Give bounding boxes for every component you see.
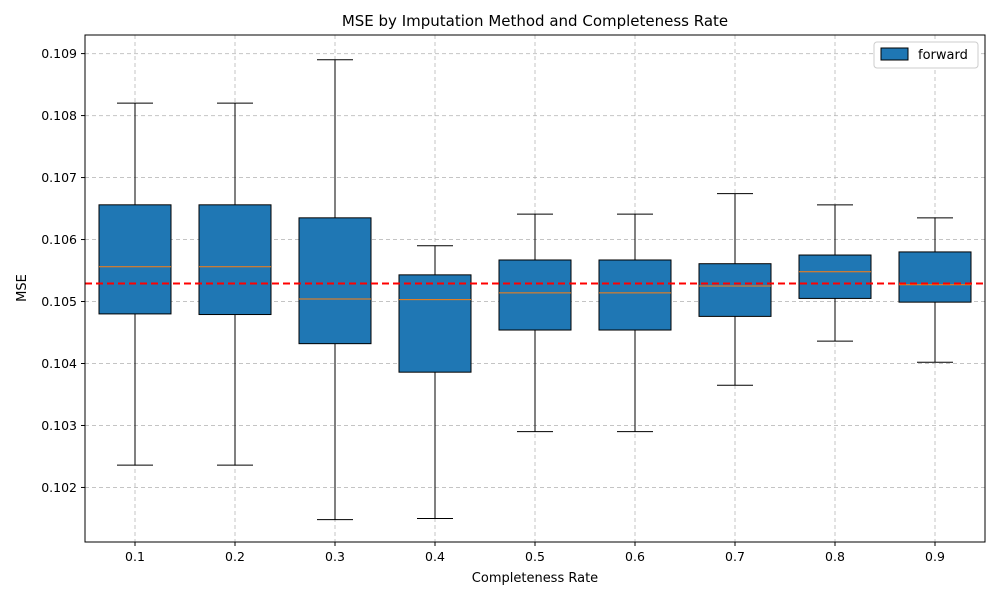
- y-tick-label: 0.103: [41, 418, 77, 433]
- box-body: [698, 263, 772, 317]
- box-body: [398, 274, 472, 373]
- y-tick-label: 0.106: [41, 232, 77, 247]
- chart-title: MSE by Imputation Method and Completenes…: [342, 12, 728, 30]
- box-body: [598, 259, 672, 331]
- box-group: [598, 213, 672, 433]
- box-group: [798, 204, 872, 342]
- x-tick-label: 0.6: [625, 549, 645, 564]
- y-tick-label: 0.104: [41, 356, 77, 371]
- box-body: [498, 259, 572, 331]
- box-body: [198, 204, 272, 316]
- box-group: [98, 102, 172, 466]
- box-group: [498, 213, 572, 433]
- box-body: [298, 217, 372, 345]
- y-axis-label: MSE: [15, 274, 30, 302]
- box-body: [898, 251, 972, 303]
- box-group: [398, 245, 472, 519]
- box-body: [798, 254, 872, 299]
- y-tick-label: 0.102: [41, 480, 77, 495]
- y-tick-label: 0.108: [41, 108, 77, 123]
- x-tick-label: 0.7: [725, 549, 745, 564]
- y-tick-label: 0.105: [41, 294, 77, 309]
- y-tick-label: 0.109: [41, 46, 77, 61]
- box-group: [898, 217, 972, 363]
- x-axis-label: Completeness Rate: [472, 571, 598, 586]
- x-tick-label: 0.2: [225, 549, 245, 564]
- tick-layer: 0.102 0.103 0.104 0.105 0.106 0.107 0.108 0.109…: [41, 46, 945, 564]
- x-tick-label: 0.5: [525, 549, 545, 564]
- box-layer: [98, 59, 972, 521]
- legend: forward: [873, 41, 979, 69]
- x-tick-label: 0.8: [825, 549, 845, 564]
- y-tick-label: 0.107: [41, 170, 77, 185]
- legend-swatch: [880, 47, 909, 61]
- box-group: [298, 59, 372, 521]
- x-tick-label: 0.3: [325, 549, 345, 564]
- x-tick-label: 0.9: [925, 549, 945, 564]
- box-body: [98, 204, 172, 315]
- box-group: [698, 193, 772, 386]
- x-tick-label: 0.4: [425, 549, 445, 564]
- legend-label: forward: [918, 48, 968, 63]
- x-tick-label: 0.1: [125, 549, 145, 564]
- box-group: [198, 102, 272, 466]
